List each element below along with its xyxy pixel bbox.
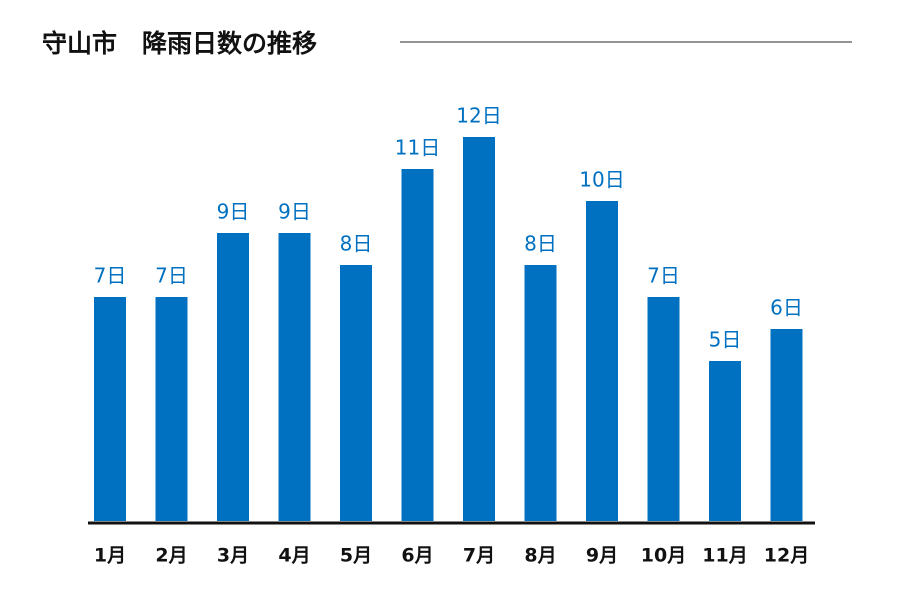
x-tick-label: 2月 [155,545,187,567]
x-tick-label: 8月 [524,545,556,567]
bar [401,169,434,521]
bar [278,233,311,521]
bar [94,297,126,521]
value-label: 11日 [395,136,440,160]
bar [586,201,618,521]
x-tick-label: 7月 [463,545,495,567]
bar [340,265,372,521]
value-label: 7日 [155,264,188,288]
bar [155,297,188,521]
bar [709,361,741,521]
bar [463,137,495,521]
bar [524,265,557,521]
bar [217,233,249,521]
value-label: 5日 [709,328,742,352]
value-label: 6日 [770,296,803,320]
chart-title: 守山市 降雨日数の推移 [42,29,317,58]
value-label: 7日 [94,264,127,288]
x-tick-label: 5月 [340,545,372,567]
value-label: 7日 [647,264,680,288]
x-tick-label: 12月 [764,545,809,567]
value-label: 8日 [524,232,557,256]
value-label: 12日 [456,104,501,128]
x-tick-label: 9月 [586,545,618,567]
value-label: 9日 [278,200,311,224]
value-label: 8日 [340,232,373,256]
x-tick-label: 6月 [401,545,433,567]
x-tick-label: 1月 [94,545,126,567]
x-tick-label: 4月 [278,545,310,567]
value-label: 10日 [579,168,624,192]
x-tick-label: 3月 [217,545,249,567]
x-tick-label: 10月 [641,545,686,567]
value-label: 9日 [217,200,250,224]
bar [770,329,803,521]
bar [647,297,680,521]
x-tick-label: 11月 [702,545,747,567]
